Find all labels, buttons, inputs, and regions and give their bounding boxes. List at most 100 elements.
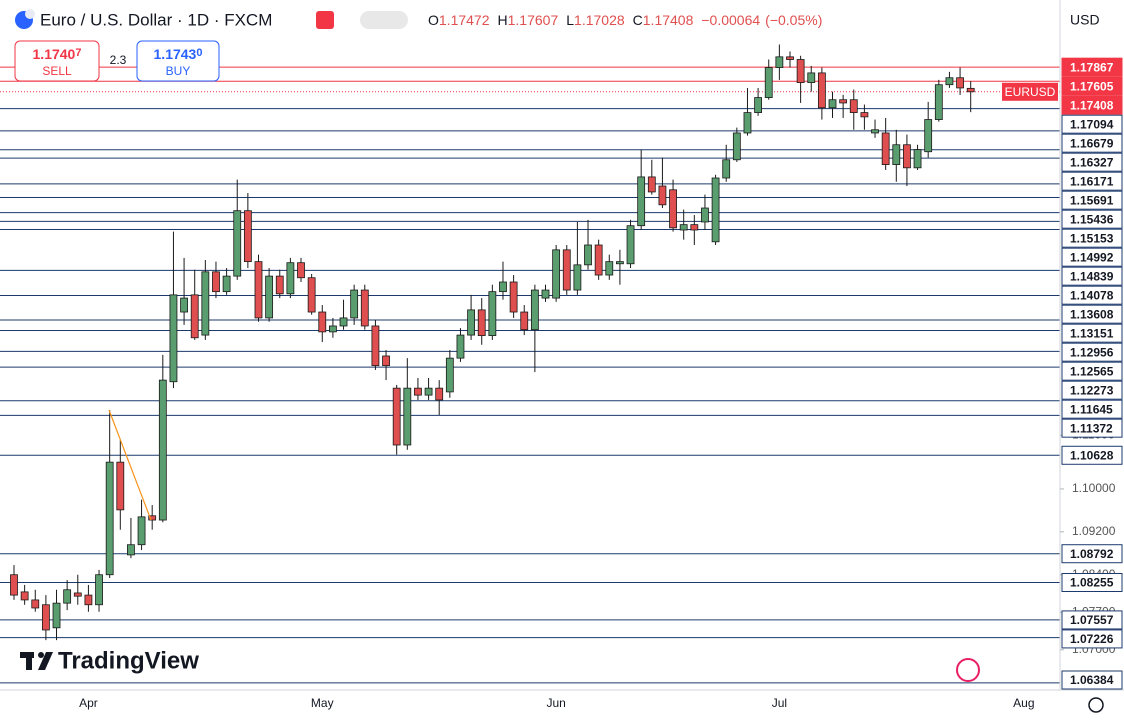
candle-body bbox=[435, 387, 444, 401]
candle-body bbox=[297, 262, 305, 279]
buy-price-main: 1.1743 bbox=[154, 46, 197, 62]
alert-label: 1.17605 bbox=[1070, 79, 1114, 93]
level-label: 1.12273 bbox=[1070, 383, 1114, 397]
candle-body bbox=[626, 225, 635, 265]
level-label: 1.16679 bbox=[1070, 136, 1114, 150]
alert-label-box bbox=[1061, 57, 1123, 77]
candle-body bbox=[116, 461, 125, 511]
level-label-box bbox=[1061, 114, 1123, 134]
level-label: 1.15153 bbox=[1070, 231, 1114, 245]
candle-body bbox=[552, 249, 561, 299]
level-label-box bbox=[1061, 152, 1123, 172]
logo-mark bbox=[26, 652, 32, 670]
last-label-box bbox=[1061, 95, 1123, 115]
buy-label: BUY bbox=[166, 64, 191, 78]
candle-body bbox=[530, 289, 539, 331]
candle-body bbox=[562, 249, 571, 291]
candle-body bbox=[328, 325, 337, 333]
candle-body bbox=[360, 289, 369, 327]
level-label-box bbox=[1061, 544, 1123, 564]
candle-body bbox=[722, 159, 731, 179]
level-label-box bbox=[1061, 190, 1123, 210]
candle-body bbox=[254, 261, 263, 319]
level-label-box bbox=[1061, 610, 1123, 630]
candle-body bbox=[73, 592, 82, 597]
logo-text: TradingView bbox=[58, 647, 199, 674]
chart-title: Euro / U.S. Dollar · 1D · FXCM bbox=[40, 10, 272, 29]
candle-body bbox=[966, 87, 975, 93]
candle-body bbox=[382, 355, 390, 367]
news-icon[interactable] bbox=[956, 658, 980, 682]
level-label: 1.16171 bbox=[1070, 174, 1114, 188]
level-label-box bbox=[1061, 418, 1123, 438]
candle-body bbox=[20, 591, 29, 601]
candle-body bbox=[775, 56, 784, 68]
x-tick-label: Apr bbox=[79, 696, 98, 710]
y-tick-label: 1.10000 bbox=[1072, 481, 1116, 495]
candle-body bbox=[137, 516, 146, 546]
candle-body bbox=[10, 574, 18, 596]
level-label: 1.12956 bbox=[1070, 345, 1114, 359]
candle-body bbox=[658, 185, 667, 206]
candle-body bbox=[669, 189, 677, 229]
currency: USD bbox=[1070, 12, 1100, 28]
candle-body bbox=[318, 311, 327, 333]
candle-body bbox=[913, 149, 922, 169]
candle-body bbox=[222, 275, 231, 293]
level-label-box bbox=[1061, 266, 1123, 286]
candle-body bbox=[945, 77, 954, 86]
level-label: 1.14992 bbox=[1070, 250, 1114, 264]
level-label-box bbox=[1061, 573, 1123, 593]
candle-body bbox=[95, 574, 103, 606]
candle-body bbox=[903, 144, 911, 169]
x-tick-label: Jul bbox=[772, 696, 787, 710]
candle-body bbox=[711, 177, 720, 243]
sell-price: 1.17407 bbox=[33, 46, 82, 62]
market-status[interactable] bbox=[316, 11, 334, 29]
x-tick-label: Aug bbox=[1013, 696, 1034, 710]
plot-area bbox=[0, 44, 1060, 684]
level-label: 1.11372 bbox=[1070, 421, 1113, 435]
candle-body bbox=[201, 271, 210, 336]
logo-mark bbox=[38, 652, 53, 670]
level-label: 1.06384 bbox=[1070, 673, 1114, 687]
trend-line bbox=[108, 409, 152, 521]
currency-button[interactable] bbox=[1062, 6, 1120, 36]
candle-body bbox=[594, 244, 603, 276]
candle-body bbox=[243, 210, 252, 263]
candle-body bbox=[892, 144, 901, 165]
settings-icon[interactable] bbox=[1088, 697, 1104, 713]
change: −0.00064 bbox=[701, 12, 760, 28]
candle-body bbox=[52, 602, 61, 629]
level-label: 1.08255 bbox=[1070, 576, 1114, 590]
x-tick-label: May bbox=[311, 696, 334, 710]
candle-body bbox=[371, 325, 380, 367]
buy-button[interactable] bbox=[136, 40, 220, 82]
level-label: 1.10628 bbox=[1070, 448, 1114, 462]
candle-body bbox=[275, 275, 284, 295]
indicator-toggle[interactable] bbox=[360, 11, 408, 29]
candle-body bbox=[456, 334, 465, 359]
level-label-box bbox=[1061, 342, 1123, 362]
symbol-icon bbox=[25, 9, 35, 19]
candle-body bbox=[584, 244, 592, 266]
candle-body bbox=[105, 461, 114, 576]
candle-body bbox=[233, 210, 242, 277]
candle-body bbox=[881, 132, 890, 165]
candle-body bbox=[743, 112, 752, 134]
candle-body bbox=[573, 264, 582, 291]
candle-body bbox=[31, 599, 40, 609]
candle-body bbox=[148, 515, 157, 521]
candle-body bbox=[286, 262, 295, 295]
level-label: 1.14839 bbox=[1070, 269, 1114, 283]
logo-mark bbox=[38, 652, 44, 658]
candle-body bbox=[786, 56, 794, 60]
candle-body bbox=[212, 271, 220, 293]
sell-button[interactable] bbox=[14, 40, 100, 82]
candle-body bbox=[871, 129, 879, 134]
candle-body bbox=[924, 119, 933, 153]
buy-pip: 0 bbox=[196, 47, 202, 59]
level-label-box bbox=[1061, 285, 1123, 305]
level-label-box bbox=[1061, 399, 1123, 419]
candle-body bbox=[467, 309, 475, 336]
